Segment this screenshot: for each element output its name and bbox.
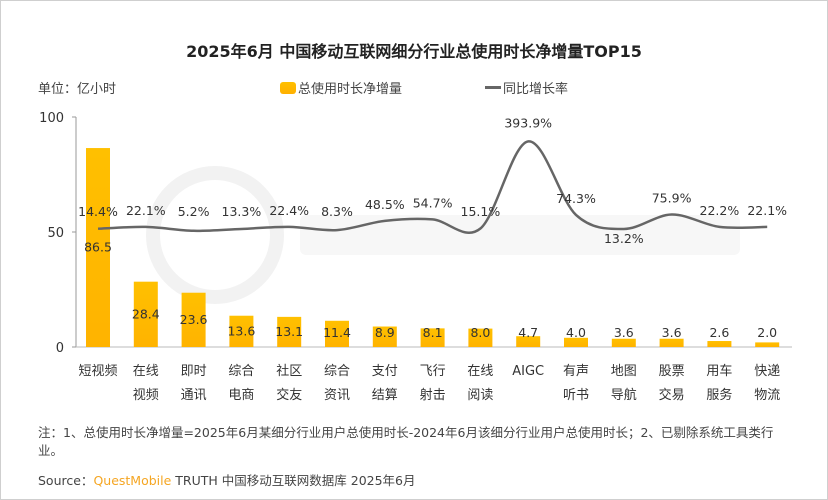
bar-value-label: 8.1 (423, 325, 443, 340)
bar (611, 338, 636, 347)
bar (277, 316, 302, 347)
bar (564, 337, 588, 347)
x-tick-label: 结算 (372, 388, 398, 403)
bar-value-label: 2.6 (709, 325, 729, 340)
x-tick-label: 社区 (276, 363, 302, 379)
line-value-label: 22.1% (126, 203, 166, 218)
x-tick-label: 在线 (133, 364, 159, 379)
x-tick-label: 短视频 (78, 364, 117, 379)
bar (659, 338, 684, 347)
x-tick-label: 听书 (563, 388, 589, 403)
x-tick-label: 资讯 (324, 388, 350, 403)
x-tick-label: 导航 (611, 387, 637, 403)
x-tick-label: 综合 (324, 364, 350, 379)
watermark-logo (146, 166, 740, 304)
bar (133, 281, 158, 347)
bar-value-label: 8.9 (375, 325, 395, 340)
x-tick-label: AIGC (512, 364, 544, 379)
x-tick-label: 支付 (372, 364, 398, 379)
line-value-label: 48.5% (365, 197, 405, 212)
x-tick-label: 即时 (181, 364, 207, 379)
bar-value-label: 3.6 (662, 325, 682, 340)
x-tick-label: 在线 (467, 364, 493, 379)
bar (181, 292, 206, 347)
x-tick-label: 快递 (754, 364, 780, 379)
y-tick-label: 0 (56, 341, 64, 356)
watermark-ring (146, 166, 284, 304)
x-tick-label: 综合 (228, 364, 254, 379)
source-brand: QuestMobile (93, 473, 172, 488)
line-value-label: 22.2% (700, 203, 740, 218)
x-tick-label: 物流 (754, 388, 780, 403)
watermark-band (300, 215, 740, 255)
line-value-label: 54.7% (413, 195, 453, 210)
legend-line: 同比增长率 (485, 78, 568, 97)
x-tick-label: 阅读 (467, 388, 493, 403)
bar-value-label: 28.4 (132, 306, 160, 321)
bar (468, 328, 493, 347)
x-tick-label: 视频 (133, 388, 159, 403)
growth-rate-line (97, 140, 768, 235)
bar-value-label: 2.0 (757, 325, 777, 340)
x-tick-label: 电商 (228, 388, 254, 403)
bar (420, 328, 445, 347)
bar-value-label: 86.5 (84, 240, 112, 255)
line-value-label: 75.9% (652, 191, 692, 206)
bar-value-label: 13.6 (227, 323, 255, 338)
line-value-label: 13.2% (604, 231, 644, 246)
bar-value-label: 13.1 (275, 324, 303, 339)
x-tick-label: 有声 (563, 364, 589, 379)
bar (86, 148, 110, 347)
line-value-label: 22.4% (269, 203, 309, 218)
x-tick-label: 股票 (659, 364, 685, 379)
x-tick-label: 服务 (706, 387, 732, 403)
y-tick-label: 50 (47, 226, 64, 241)
chart-title: 2025年6月 中国移动互联网细分行业总使用时长净增量TOP15 (186, 42, 642, 61)
bar-value-label: 11.4 (323, 325, 351, 340)
x-tick-label: 交易 (659, 387, 685, 403)
source-line: Source：QuestMobile TRUTH 中国移动互联网数据库 2025… (38, 470, 416, 489)
source-rest: TRUTH 中国移动互联网数据库 2025年6月 (171, 473, 416, 488)
bar-value-label: 4.0 (566, 325, 586, 340)
y-tick-label: 100 (39, 111, 64, 126)
bar (372, 326, 397, 347)
x-tick-label: 交友 (276, 387, 302, 403)
bar-value-label: 23.6 (180, 312, 208, 327)
x-tick-label: 通讯 (181, 388, 207, 403)
unit-label: 单位：亿小时 (38, 82, 117, 97)
x-tick-label: 射击 (420, 387, 446, 403)
bar (707, 341, 732, 347)
x-tick-label: 飞行 (420, 364, 446, 379)
line-value-label: 8.3% (321, 204, 353, 219)
bar-value-label: 3.6 (614, 325, 634, 340)
legend-bar-label: 总使用时长净增量 (298, 82, 403, 97)
line-value-label: 15.1% (461, 204, 501, 219)
line-value-label: 22.1% (747, 203, 787, 218)
line-value-label: 14.4% (78, 204, 118, 219)
line-value-label: 74.3% (556, 191, 596, 206)
legend-bar-swatch (280, 81, 296, 94)
bar (755, 342, 780, 347)
x-tick-label: 地图 (611, 364, 637, 379)
bar (516, 336, 541, 347)
source-prefix: Source： (38, 473, 94, 488)
line-value-label: 5.2% (178, 204, 210, 219)
bar-value-label: 4.7 (518, 325, 538, 340)
legend-line-swatch (485, 86, 501, 89)
footnote: 注：1、总使用时长净增量=2025年6月某细分行业用户总使用时长-2024年6月… (38, 425, 774, 458)
x-tick-label: 用车 (706, 363, 732, 379)
line-value-label: 13.3% (222, 204, 262, 219)
bar (325, 320, 349, 347)
legend-bar: 总使用时长净增量 (280, 78, 402, 97)
legend-line-label: 同比增长率 (503, 82, 569, 97)
bar-value-label: 8.0 (470, 325, 490, 340)
bar (229, 315, 254, 347)
line-value-label: 393.9% (504, 115, 552, 130)
